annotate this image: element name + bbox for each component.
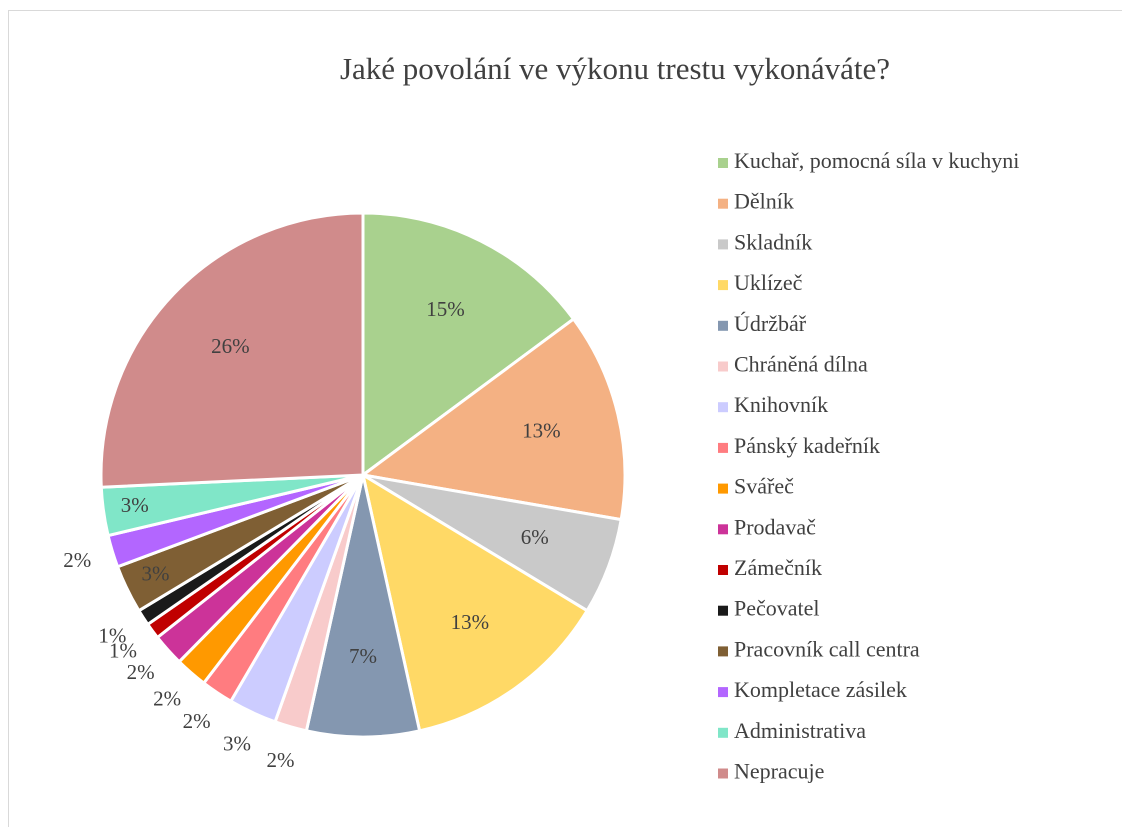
legend-label: Chráněná dílna — [734, 352, 868, 377]
data-label: 2% — [183, 709, 211, 733]
data-label: 2% — [153, 686, 181, 710]
data-label: 2% — [127, 660, 155, 684]
data-label: 7% — [349, 644, 377, 668]
legend-swatch — [718, 605, 728, 616]
data-label: 2% — [63, 548, 91, 572]
legend-swatch — [718, 158, 728, 168]
data-label: 3% — [121, 493, 149, 517]
chart-title: Jaké povolání ve výkonu trestu vykonávát… — [340, 51, 890, 86]
legend-label: Knihovník — [734, 392, 828, 417]
chart-frame — [8, 10, 1122, 827]
legend-swatch — [718, 768, 728, 779]
pie-slice — [304, 474, 422, 739]
legend-label: Skladník — [734, 229, 812, 254]
legend-label: Nepracuje — [734, 759, 824, 784]
legend-label: Zámečník — [734, 555, 822, 580]
data-label: 1% — [109, 639, 137, 663]
pie-slice — [359, 316, 627, 522]
data-label: 6% — [521, 525, 549, 549]
legend-swatch — [718, 280, 728, 291]
data-label: 3% — [141, 561, 169, 585]
legend-swatch — [718, 320, 728, 331]
legend-label: Svářeč — [734, 474, 794, 499]
legend-swatch — [718, 727, 728, 738]
legend-swatch — [718, 198, 728, 209]
legend-label: Kompletace zásilek — [734, 677, 907, 702]
legend-swatch — [718, 646, 728, 657]
legend-label: Prodavač — [734, 514, 816, 539]
legend-swatch — [718, 442, 728, 453]
legend-label: Pečovatel — [734, 596, 820, 621]
pie-slice — [99, 211, 365, 489]
pie-slice — [360, 471, 590, 733]
data-label: 1% — [98, 623, 126, 647]
legend-label: Uklízeč — [734, 270, 803, 295]
data-label: 13% — [451, 610, 490, 634]
legend-label: Dělník — [734, 189, 794, 214]
legend-swatch — [718, 239, 728, 250]
data-label: 13% — [522, 418, 561, 442]
legend-swatch — [718, 565, 728, 575]
data-label: 2% — [266, 748, 294, 772]
data-label: 3% — [223, 732, 251, 756]
legend-swatch — [718, 687, 728, 698]
legend-swatch — [718, 483, 728, 494]
legend-swatch — [718, 524, 728, 535]
legend-label: Údržbář — [734, 311, 807, 336]
data-label: 15% — [426, 297, 465, 321]
data-label: 26% — [211, 334, 250, 358]
legend-label: Administrativa — [734, 718, 866, 743]
legend-label: Pracovník call centra — [734, 636, 920, 661]
legend-label: Kuchař, pomocná síla v kuchyni — [734, 148, 1019, 173]
legend-swatch — [718, 402, 728, 413]
legend-label: Pánský kadeřník — [734, 433, 880, 458]
pie-slice — [361, 211, 576, 478]
legend-swatch — [718, 361, 728, 372]
